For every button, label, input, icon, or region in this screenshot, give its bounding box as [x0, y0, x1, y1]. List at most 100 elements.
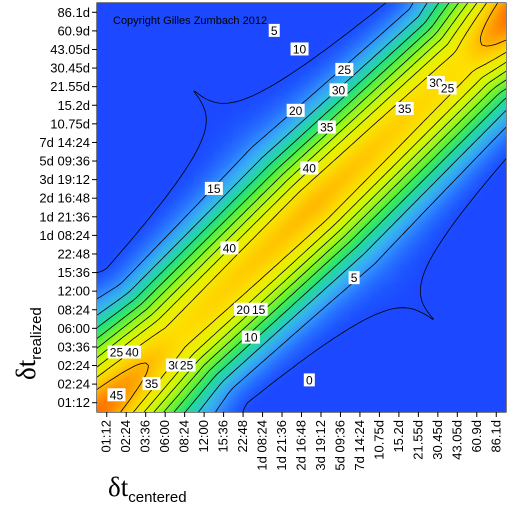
- heatmap-cell: [174, 216, 186, 227]
- heatmap-cell: [243, 30, 254, 41]
- heatmap-cell: [194, 374, 205, 385]
- heatmap-cell: [467, 207, 478, 218]
- heatmap-cell: [116, 309, 127, 320]
- heatmap-cell: [486, 216, 497, 227]
- heatmap-cell: [408, 95, 419, 106]
- heatmap-cell: [301, 263, 312, 274]
- heatmap-cell: [272, 3, 283, 13]
- heatmap-cell: [437, 161, 449, 171]
- heatmap-cell: [262, 77, 273, 88]
- heatmap-cell: [350, 374, 361, 385]
- heatmap-cell: [97, 337, 108, 348]
- heatmap-cell: [243, 281, 254, 292]
- heatmap-cell: [408, 309, 419, 320]
- heatmap-cell: [282, 151, 293, 162]
- heatmap-cell: [174, 58, 186, 69]
- heatmap-cell: [320, 114, 332, 125]
- heatmap-cell: [428, 281, 439, 292]
- heatmap-cell: [359, 179, 371, 190]
- heatmap-cell: [496, 365, 506, 376]
- heatmap-cell: [428, 58, 439, 69]
- heatmap-cell: [486, 133, 497, 144]
- heatmap-cell: [174, 114, 186, 125]
- heatmap-cell: [135, 263, 147, 274]
- heatmap-cell: [486, 272, 497, 283]
- heatmap-cell: [165, 142, 176, 153]
- heatmap-cell: [97, 263, 108, 274]
- heatmap-cell: [223, 393, 234, 404]
- y-tick-label: 60.9d: [57, 23, 90, 38]
- heatmap-cell: [340, 253, 351, 264]
- heatmap-cell: [506, 0, 512, 4]
- heatmap-cell: [126, 198, 137, 209]
- heatmap-cell: [330, 105, 342, 116]
- heatmap-cell: [447, 356, 458, 367]
- heatmap-cell: [155, 86, 166, 97]
- heatmap-cell: [428, 198, 439, 209]
- heatmap-cell: [301, 393, 312, 404]
- heatmap-cell: [223, 21, 234, 32]
- heatmap-cell: [389, 244, 400, 255]
- heatmap-cell: [437, 328, 449, 339]
- heatmap-cell: [379, 281, 390, 292]
- heatmap-cell: [398, 346, 410, 357]
- heatmap-cell: [506, 217, 512, 227]
- heatmap-cell: [291, 328, 303, 339]
- heatmap-cell: [506, 59, 512, 69]
- heatmap-cell: [155, 3, 166, 4]
- heatmap-cell: [398, 179, 410, 190]
- heatmap-cell: [252, 393, 264, 404]
- heatmap-cell: [213, 272, 225, 283]
- heatmap-cell: [379, 300, 390, 311]
- heatmap-cell: [398, 291, 410, 302]
- heatmap-cell: [165, 402, 176, 412]
- heatmap-cell: [184, 12, 195, 23]
- heatmap-cell: [301, 77, 312, 88]
- heatmap-cell: [408, 291, 419, 302]
- heatmap-cell: [486, 244, 497, 255]
- y-tick-label: 21.55d: [50, 79, 90, 94]
- heatmap-cell: [398, 114, 410, 125]
- heatmap-cell: [389, 300, 400, 311]
- heatmap-cell: [184, 281, 195, 292]
- heatmap-cell: [301, 58, 312, 69]
- heatmap-cell: [116, 319, 127, 329]
- heatmap-cell: [282, 49, 293, 60]
- heatmap-cell: [252, 86, 264, 97]
- heatmap-cell: [155, 133, 166, 144]
- heatmap-cell: [184, 49, 195, 60]
- heatmap-cell: [194, 151, 205, 162]
- heatmap-cell: [174, 68, 186, 78]
- heatmap-cell: [126, 179, 137, 190]
- heatmap-cell: [486, 346, 497, 357]
- heatmap-cell: [379, 30, 390, 41]
- heatmap-cell: [486, 30, 497, 41]
- heatmap-cell: [174, 161, 186, 171]
- heatmap-cell: [282, 356, 293, 367]
- heatmap-cell: [282, 58, 293, 69]
- heatmap-cell: [135, 105, 147, 116]
- heatmap-cell: [272, 393, 283, 404]
- heatmap-cell: [204, 133, 215, 144]
- heatmap-cell: [398, 123, 410, 134]
- heatmap-cell: [408, 365, 419, 376]
- heatmap-cell: [311, 235, 322, 246]
- heatmap-cell: [398, 319, 410, 329]
- heatmap-cell: [243, 133, 254, 144]
- heatmap-cell: [282, 253, 293, 264]
- heatmap-cell: [467, 235, 478, 246]
- heatmap-cell: [311, 49, 322, 60]
- y-tick-label: 22:48: [57, 246, 90, 261]
- heatmap-cell: [184, 244, 195, 255]
- heatmap-cell: [311, 142, 322, 153]
- heatmap-cell: [174, 188, 186, 199]
- heatmap-cell: [447, 272, 458, 283]
- heatmap-cell: [506, 142, 512, 152]
- heatmap-cell: [447, 365, 458, 376]
- heatmap-cell: [408, 384, 419, 395]
- heatmap-cell: [311, 328, 322, 339]
- heatmap-cell: [369, 300, 381, 311]
- heatmap-cell: [437, 281, 449, 292]
- heatmap-cell: [243, 272, 254, 283]
- heatmap-cell: [184, 384, 195, 395]
